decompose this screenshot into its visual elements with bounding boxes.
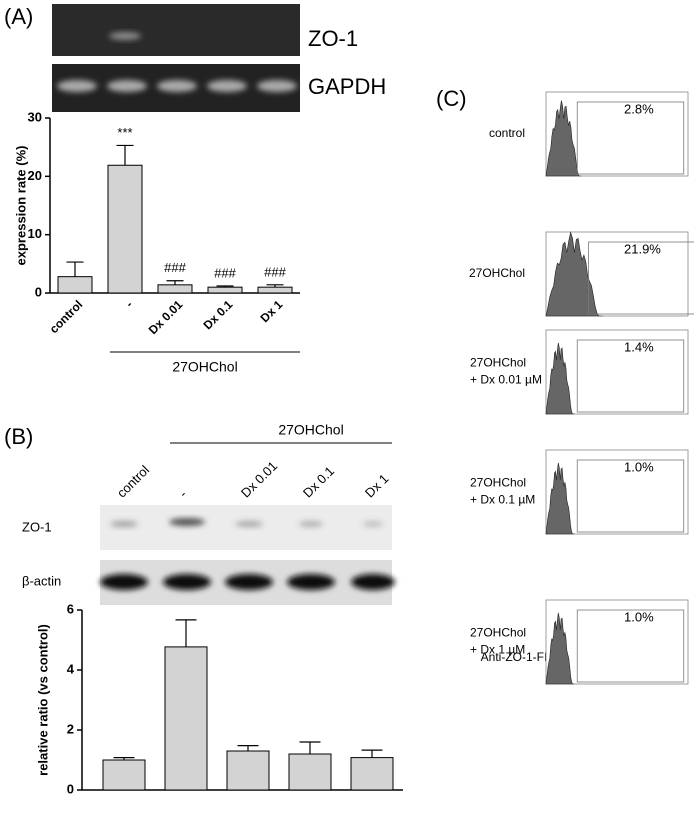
y-tick-label: 2 (67, 721, 74, 736)
annotation: ### (264, 264, 286, 279)
blot-bands (110, 518, 383, 527)
error-bar (299, 741, 321, 754)
y-tick-label: 0 (67, 781, 74, 796)
histogram (545, 342, 575, 415)
error-bar (116, 144, 134, 166)
x-tick-label: Dx 1 (362, 471, 392, 501)
bar (226, 750, 270, 791)
error-bar (113, 756, 135, 760)
histogram (545, 462, 575, 535)
sample-label: control (489, 126, 525, 140)
flow-x-label: Anti-ZO-1-FITC (481, 650, 564, 664)
blot-label: β-actin (22, 573, 61, 588)
sample-label: + Dx 0.01 µM (470, 373, 542, 387)
error-bar (175, 619, 197, 647)
bar (107, 164, 143, 294)
sample-label: 27OHChol (469, 266, 525, 280)
gate (576, 339, 685, 413)
annotation: ### (214, 265, 236, 280)
panel-label: (B) (4, 424, 33, 449)
x-tick-label: Dx 0.1 (200, 297, 235, 332)
sample-label: 27OHChol (470, 476, 526, 490)
gate (576, 609, 685, 683)
x-tick-label: Dx 1 (258, 297, 286, 325)
panel-label: (C) (436, 86, 467, 111)
error-bar (237, 744, 259, 751)
x-tick-label: - (176, 487, 190, 501)
gate (588, 241, 694, 315)
y-tick-label: 0 (35, 284, 42, 299)
error-bar (361, 749, 383, 758)
annotation: ### (164, 260, 186, 275)
sample-label: + Dx 0.1 µM (470, 493, 535, 507)
error-bar (266, 284, 284, 288)
y-axis-label: expression rate (%) (13, 146, 28, 266)
sample-label: 27OHChol (470, 626, 526, 640)
y-tick-label: 10 (28, 226, 42, 241)
y-axis-label: relative ratio (vs control) (35, 624, 50, 776)
annotation: *** (117, 125, 132, 140)
percent: 1.0% (624, 459, 654, 474)
blot-label: GAPDH (308, 74, 386, 99)
group-label: 27OHChol (172, 359, 237, 375)
percent: 1.4% (624, 339, 654, 354)
bar (57, 276, 93, 294)
bar (207, 286, 243, 294)
y-tick-label: 20 (28, 168, 42, 183)
blot (100, 505, 392, 550)
group-label: 27OHChol (278, 422, 343, 438)
sample-label: 27OHChol (470, 356, 526, 370)
percent: 2.8% (624, 101, 654, 116)
blot-bands (100, 574, 395, 590)
panel-label: (A) (4, 4, 33, 29)
error-bar (216, 285, 234, 288)
histogram (545, 100, 582, 177)
y-tick-label: 30 (28, 109, 42, 124)
gel-bands (57, 80, 297, 92)
y-tick-label: 4 (67, 661, 75, 676)
bar (157, 284, 193, 294)
bar (102, 759, 146, 791)
percent: 1.0% (624, 609, 654, 624)
bar (257, 286, 293, 294)
x-tick-label: Dx 0.01 (146, 297, 186, 337)
x-tick-label: control (114, 462, 152, 500)
bar (350, 757, 394, 791)
gate (576, 101, 685, 175)
bar (164, 646, 208, 791)
x-tick-label: control (47, 297, 86, 336)
percent: 21.9% (624, 241, 661, 256)
error-bar (66, 261, 84, 277)
histogram (545, 612, 575, 685)
gel-band (109, 32, 141, 40)
gel (52, 4, 300, 56)
y-tick-label: 6 (67, 601, 74, 616)
sample-label: + Dx 1 µM (470, 643, 525, 657)
x-tick-label: Dx 0.01 (238, 458, 280, 500)
x-tick-label: - (123, 297, 136, 310)
bar (288, 753, 332, 791)
gate (576, 459, 685, 533)
blot-label: ZO-1 (22, 519, 52, 534)
error-bar (166, 280, 184, 285)
x-tick-label: Dx 0.1 (300, 463, 337, 500)
blot-label: ZO-1 (308, 26, 358, 51)
